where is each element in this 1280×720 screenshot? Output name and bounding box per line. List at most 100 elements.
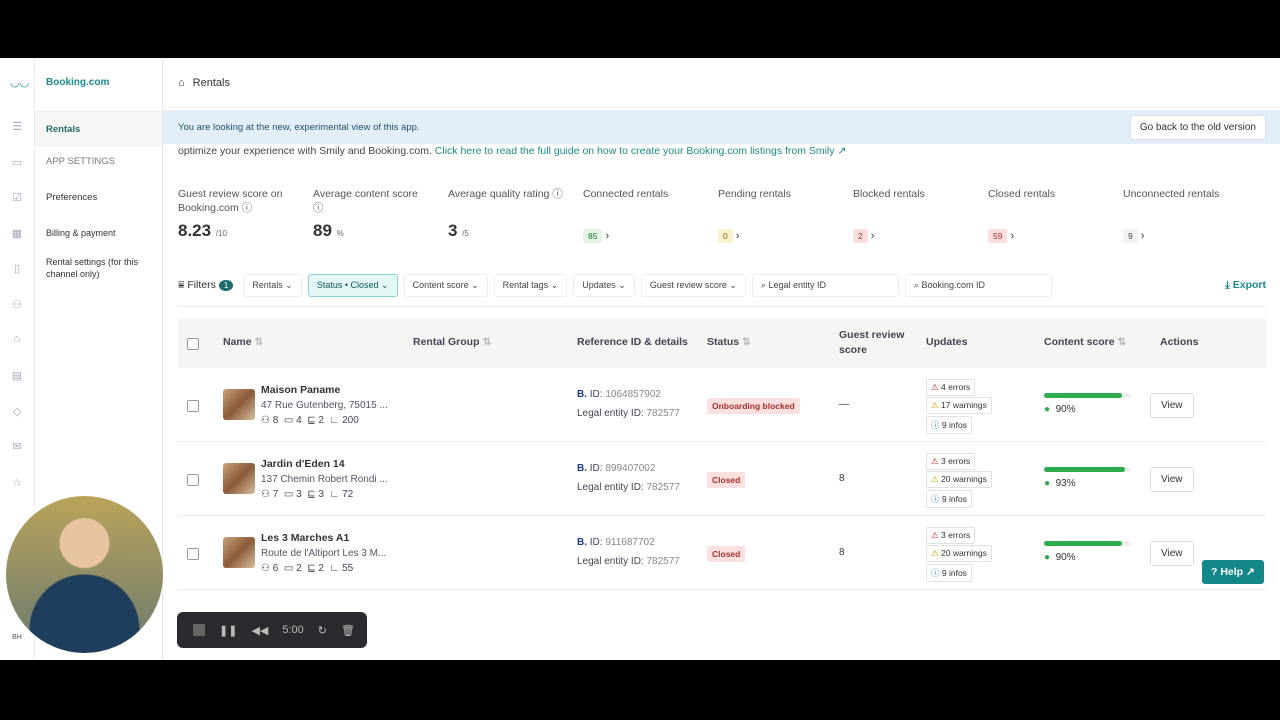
col-status[interactable]: Status ⇅ (707, 336, 751, 348)
inbox-icon[interactable]: ▭ (11, 157, 23, 169)
score-value: 90% (1055, 552, 1076, 563)
count-pill: 2 (853, 229, 868, 243)
infos-badge[interactable]: ⓘ 9 infos (926, 416, 972, 434)
warning-icon: ⚠ (931, 548, 939, 558)
sidebar-item-billing[interactable]: Billing & payment (46, 228, 116, 238)
info-icon[interactable]: ⓘ (241, 202, 253, 214)
tasks-icon[interactable]: ☑ (12, 192, 22, 204)
trash-icon[interactable]: 🗑 (341, 624, 355, 637)
score-value: 93% (1055, 478, 1076, 489)
info-icon: ⓘ (931, 568, 940, 578)
filter-rentals[interactable]: Rentals ⌄ (243, 274, 302, 297)
errors-badge[interactable]: ⚠ 4 errors (926, 379, 976, 396)
select-all-checkbox[interactable] (187, 338, 199, 350)
stat-blocked[interactable]: Blocked rentals 2 › (853, 187, 988, 243)
rewind-icon[interactable]: ◀◀ (251, 624, 269, 637)
stat-value: 3 (448, 221, 458, 240)
brand-name: Booking.com (46, 77, 110, 88)
sidebar-item-rental-settings[interactable]: Rental settings (for this channel only) (46, 257, 139, 279)
legal-value: 782577 (646, 482, 680, 493)
chevron-right-icon[interactable]: › (870, 230, 875, 242)
user-initials[interactable]: BH (12, 634, 22, 641)
guide-link[interactable]: Click here to read the full guide on how… (434, 145, 835, 157)
calendar-icon[interactable]: ▦ (11, 228, 23, 240)
booking-logo: B. (577, 389, 587, 400)
content-score-bar (1044, 393, 1131, 398)
info-icon[interactable]: ⓘ (552, 188, 563, 200)
stat-label: Average content score (313, 188, 418, 200)
rental-name[interactable]: Jardin d'Eden 14 (261, 458, 345, 470)
stat-unconnected[interactable]: Unconnected rentals 9 › (1123, 187, 1258, 243)
filter-updates[interactable]: Updates ⌄ (573, 274, 635, 297)
legal-label: Legal entity ID: (577, 408, 644, 419)
infos-badge[interactable]: ⓘ 9 infos (926, 490, 972, 508)
area-icon: ∟ (329, 563, 340, 574)
infos: 9 infos (941, 568, 967, 578)
warnings-badge[interactable]: ⚠ 20 warnings (926, 545, 992, 562)
beds: 3 (296, 489, 302, 500)
chevron-right-icon[interactable]: › (1010, 230, 1015, 242)
view-button[interactable]: View (1150, 541, 1194, 566)
filter-icon: ⩸ (178, 279, 185, 291)
col-content[interactable]: Content score ⇅ (1044, 336, 1126, 348)
rental-name[interactable]: Maison Paname (261, 384, 341, 396)
filter-label: Guest review score (649, 280, 727, 290)
mail-icon[interactable]: ✉ (12, 441, 22, 453)
col-group[interactable]: Rental Group ⇅ (413, 336, 491, 348)
help-button[interactable]: ? Help ↗ (1202, 560, 1264, 584)
filter-content-score[interactable]: Content score ⌄ (403, 274, 488, 297)
list-icon[interactable]: ☰ (12, 121, 22, 133)
booking-id-search[interactable]: ⌕ Booking.com ID (904, 274, 1052, 297)
chevron-right-icon[interactable]: › (605, 230, 610, 242)
warnings-badge[interactable]: ⚠ 20 warnings (926, 471, 992, 488)
errors: 3 errors (941, 456, 971, 466)
rental-name[interactable]: Les 3 Marches A1 (261, 532, 350, 544)
filter-status[interactable]: Status • Closed ⌄ (307, 274, 398, 297)
col-name[interactable]: Name ⇅ (223, 336, 263, 348)
count-pill: 59 (988, 229, 1008, 243)
errors-badge[interactable]: ⚠ 3 errors (926, 453, 976, 470)
score-value: 90% (1055, 404, 1076, 415)
info-icon: ⓘ (931, 494, 940, 504)
chevron-right-icon[interactable]: › (1140, 230, 1145, 242)
tag-icon[interactable]: ◇ (12, 406, 22, 418)
pause-icon[interactable]: ❚❚ (219, 624, 238, 637)
filter-rental-tags[interactable]: Rental tags ⌄ (493, 274, 568, 297)
guests-icon: ⚇ (261, 563, 270, 574)
stat-pending[interactable]: Pending rentals 0 › (718, 187, 853, 243)
sidebar-item-rentals[interactable]: Rentals (35, 111, 162, 146)
rental-specs: ⚇ 8 ▭ 4 ⊑ 2 ∟ 200 (261, 415, 359, 426)
errors-badge[interactable]: ⚠ 3 errors (926, 527, 976, 544)
view-button[interactable]: View (1150, 393, 1194, 418)
legal-entity-search[interactable]: ⌕ Legal entity ID (751, 274, 899, 297)
infos-badge[interactable]: ⓘ 9 infos (926, 564, 972, 582)
row-checkbox[interactable] (187, 474, 199, 486)
sidebar-item-preferences[interactable]: Preferences (46, 192, 98, 203)
row-checkbox[interactable] (187, 548, 199, 560)
stat-connected[interactable]: Connected rentals 85 › (583, 187, 718, 243)
home-icon[interactable]: ⌂ (178, 76, 185, 89)
view-button[interactable]: View (1150, 467, 1194, 492)
area: 72 (342, 489, 354, 500)
stat-unit: /10 (215, 229, 227, 238)
stop-icon[interactable] (193, 624, 205, 636)
star-icon[interactable]: ☆ (12, 477, 22, 489)
count-pill: 85 (583, 229, 603, 243)
home-icon[interactable]: ⌂ (13, 333, 21, 345)
warnings-badge[interactable]: ⚠ 17 warnings (926, 397, 992, 414)
row-checkbox[interactable] (187, 400, 199, 412)
filters-toggle[interactable]: ⩸ Filters 1 (178, 279, 234, 292)
card-icon[interactable]: ▤ (11, 370, 23, 382)
filter-bar: ⩸ Filters 1 Rentals ⌄ Status • Closed ⌄ … (178, 271, 1266, 307)
id-value: 899407002 (605, 463, 656, 474)
col-actions: Actions (1160, 336, 1199, 348)
book-icon[interactable]: ▯ (13, 263, 21, 275)
old-version-button[interactable]: Go back to the old version (1129, 115, 1266, 140)
stat-closed[interactable]: Closed rentals 59 › (988, 187, 1123, 243)
restart-icon[interactable]: ↻ (317, 624, 327, 637)
filter-guest-review[interactable]: Guest review score ⌄ (640, 274, 746, 297)
users-icon[interactable]: ⚇ (12, 299, 22, 311)
chevron-right-icon[interactable]: › (735, 230, 740, 242)
export-button[interactable]: ⤓ Export (1225, 279, 1266, 292)
info-icon[interactable]: ⓘ (313, 202, 324, 214)
